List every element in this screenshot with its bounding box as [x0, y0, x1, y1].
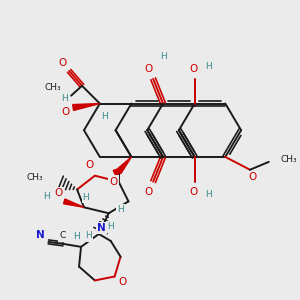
Text: H: H	[101, 112, 108, 121]
Text: H: H	[117, 205, 124, 214]
Polygon shape	[116, 157, 131, 174]
Text: O: O	[54, 188, 62, 199]
Text: CH₃: CH₃	[280, 155, 297, 164]
Text: N: N	[36, 230, 45, 240]
Text: O: O	[190, 187, 198, 196]
Text: H: H	[61, 94, 68, 103]
Text: H: H	[82, 193, 89, 202]
Text: O: O	[144, 187, 152, 196]
Polygon shape	[64, 199, 84, 207]
Text: H: H	[205, 61, 212, 70]
Polygon shape	[73, 103, 100, 110]
Text: O: O	[190, 64, 198, 74]
Text: H: H	[73, 232, 80, 242]
Text: O: O	[118, 278, 127, 287]
Text: H: H	[85, 232, 92, 241]
Text: O: O	[58, 58, 66, 68]
Text: O: O	[144, 64, 152, 74]
Text: CH₃: CH₃	[45, 83, 61, 92]
Text: H: H	[43, 192, 50, 201]
Text: N: N	[98, 223, 106, 233]
Text: H: H	[205, 190, 212, 199]
Text: O: O	[249, 172, 257, 182]
Text: O: O	[110, 177, 118, 187]
Text: CH₃: CH₃	[27, 173, 44, 182]
Text: H: H	[160, 52, 167, 61]
Text: H: H	[107, 222, 114, 231]
Text: O: O	[61, 107, 69, 118]
Text: O: O	[86, 160, 94, 170]
Polygon shape	[113, 169, 118, 182]
Text: C: C	[59, 232, 65, 241]
